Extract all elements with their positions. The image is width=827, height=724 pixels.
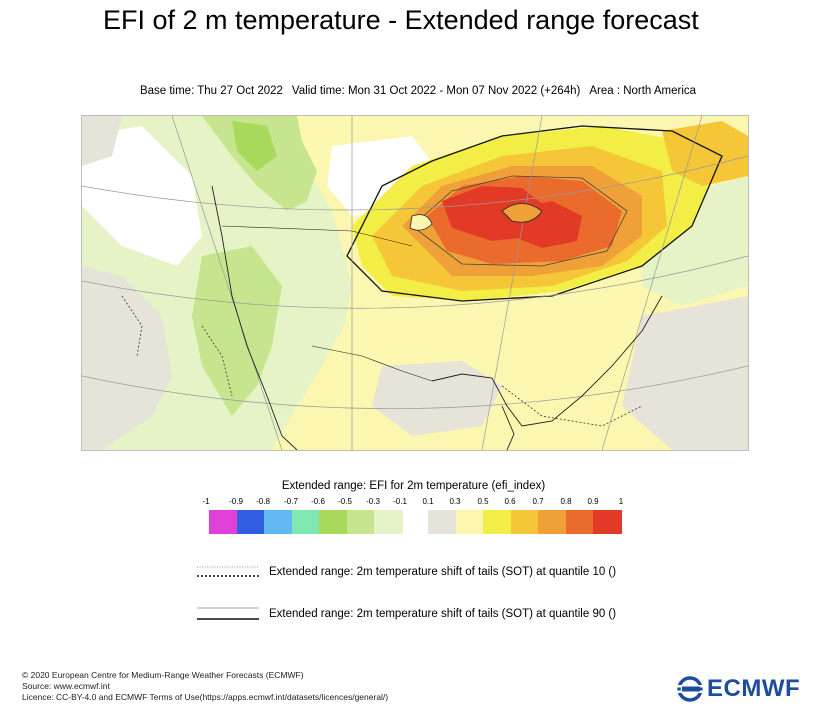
legend-swatch-positive bbox=[538, 510, 567, 534]
tick-label: 0.3 bbox=[449, 497, 461, 506]
legend-swatch-positive bbox=[455, 510, 485, 534]
efi-map bbox=[81, 115, 749, 451]
efi-temperature-map bbox=[82, 116, 748, 450]
legend-swatch-negative bbox=[319, 510, 348, 534]
efi-green-patch bbox=[232, 121, 277, 171]
lake-winnipeg bbox=[409, 214, 433, 231]
sot-q10-contour-1 bbox=[121, 295, 143, 357]
efi-grey-region-atlantic bbox=[622, 296, 748, 450]
graticule-lat-1 bbox=[82, 155, 748, 211]
licence: Licence: CC-BY-4.0 and ECMWF Terms of Us… bbox=[22, 692, 389, 702]
efi-light-green-atlantic bbox=[642, 176, 748, 306]
tick-label: 0.7 bbox=[532, 497, 544, 506]
legend-color-bar bbox=[195, 510, 625, 534]
tick-label: -0.6 bbox=[311, 497, 325, 506]
legend-swatch-negative bbox=[264, 510, 293, 534]
chart-title: EFI of 2 m temperature - Extended range … bbox=[103, 5, 699, 35]
legend-swatch-negative bbox=[236, 510, 266, 534]
dashed-line-icon bbox=[197, 566, 259, 577]
ecmwf-logo: ECMWF bbox=[677, 676, 812, 702]
tick-label: 0.8 bbox=[560, 497, 572, 506]
florida-coastline bbox=[501, 405, 515, 450]
sot-q90-inner-contour bbox=[411, 175, 628, 267]
graticule-lon-4 bbox=[601, 116, 703, 450]
legend-swatch-negative bbox=[209, 510, 238, 534]
sot-q90-label: Extended range: 2m temperature shift of … bbox=[269, 608, 617, 620]
area: Area : North America bbox=[589, 85, 697, 97]
graticule-lon-3 bbox=[481, 116, 543, 450]
tick-label: -0.9 bbox=[229, 497, 243, 506]
tick-label: -0.1 bbox=[393, 497, 407, 506]
base-time: Base time: Thu 27 Oct 2022 bbox=[139, 85, 283, 97]
legend-sot-q10: Extended range: 2m temperature shift of … bbox=[197, 561, 677, 585]
tick-label: -1 bbox=[202, 497, 210, 506]
us-canada-border bbox=[221, 225, 413, 247]
us-mexico-border bbox=[311, 345, 433, 382]
legend-sot-q90: Extended range: 2m temperature shift of … bbox=[197, 603, 677, 627]
legend-swatch-positive bbox=[483, 510, 512, 534]
ecmwf-logo-icon bbox=[677, 676, 705, 702]
chart-subtitle: Base time: Thu 27 Oct 2022 Valid time: Mo… bbox=[0, 85, 827, 97]
legend-swatch-positive bbox=[593, 510, 622, 534]
tick-label: -0.8 bbox=[256, 497, 270, 506]
graticule-lat-2 bbox=[82, 255, 748, 309]
gulf-atlantic-coastline bbox=[431, 295, 663, 427]
sot-q10-contour-2 bbox=[201, 325, 233, 397]
legend-swatch-positive bbox=[428, 510, 457, 534]
efi-grey-region-gulf bbox=[372, 361, 502, 436]
tick-label: 1 bbox=[618, 497, 624, 506]
legend-swatch-positive bbox=[510, 510, 540, 534]
efi-green-region-west bbox=[192, 246, 282, 416]
tick-label: -0.7 bbox=[284, 497, 298, 506]
tick-label: -0.5 bbox=[338, 497, 352, 506]
legend-swatch-negative bbox=[346, 510, 376, 534]
great-lakes bbox=[501, 203, 543, 223]
logo-text: ECMWF bbox=[707, 675, 801, 702]
legend-swatch-positive bbox=[565, 510, 595, 534]
tick-label: 0.6 bbox=[504, 497, 516, 506]
tick-label: 0.1 bbox=[422, 497, 434, 506]
sot-q90-contour bbox=[346, 125, 723, 302]
graticule-lat-3 bbox=[82, 365, 748, 409]
graticule-lon-1 bbox=[171, 116, 283, 450]
tick-label: -0.3 bbox=[366, 497, 380, 506]
legend-title: Extended range: EFI for 2m temperature (… bbox=[281, 480, 546, 492]
copyright: © 2020 European Centre for Medium-Range … bbox=[22, 670, 304, 680]
credits: © 2020 European Centre for Medium-Range … bbox=[22, 670, 388, 703]
valid-time: Valid time: Mon 31 Oct 2022 - Mon 07 Nov… bbox=[291, 85, 581, 97]
sot-q10-label: Extended range: 2m temperature shift of … bbox=[269, 566, 617, 578]
tick-label: 0.5 bbox=[477, 497, 489, 506]
solid-line-icon bbox=[197, 607, 259, 620]
efi-grey-region-nw bbox=[82, 116, 122, 166]
sot-q10-contour-3 bbox=[501, 385, 643, 427]
legend-swatch-negative bbox=[374, 510, 403, 534]
legend-ticks: -1 -0.9 -0.8 -0.7 -0.6 -0.5 -0.3 -0.1 0.… bbox=[0, 497, 827, 509]
source: Source: www.ecmwf.int bbox=[22, 681, 110, 691]
tick-label: 0.9 bbox=[587, 497, 599, 506]
efi-grey-region-sw bbox=[82, 266, 172, 450]
pacific-coastline bbox=[211, 185, 298, 450]
legend-swatch-negative bbox=[291, 510, 321, 534]
